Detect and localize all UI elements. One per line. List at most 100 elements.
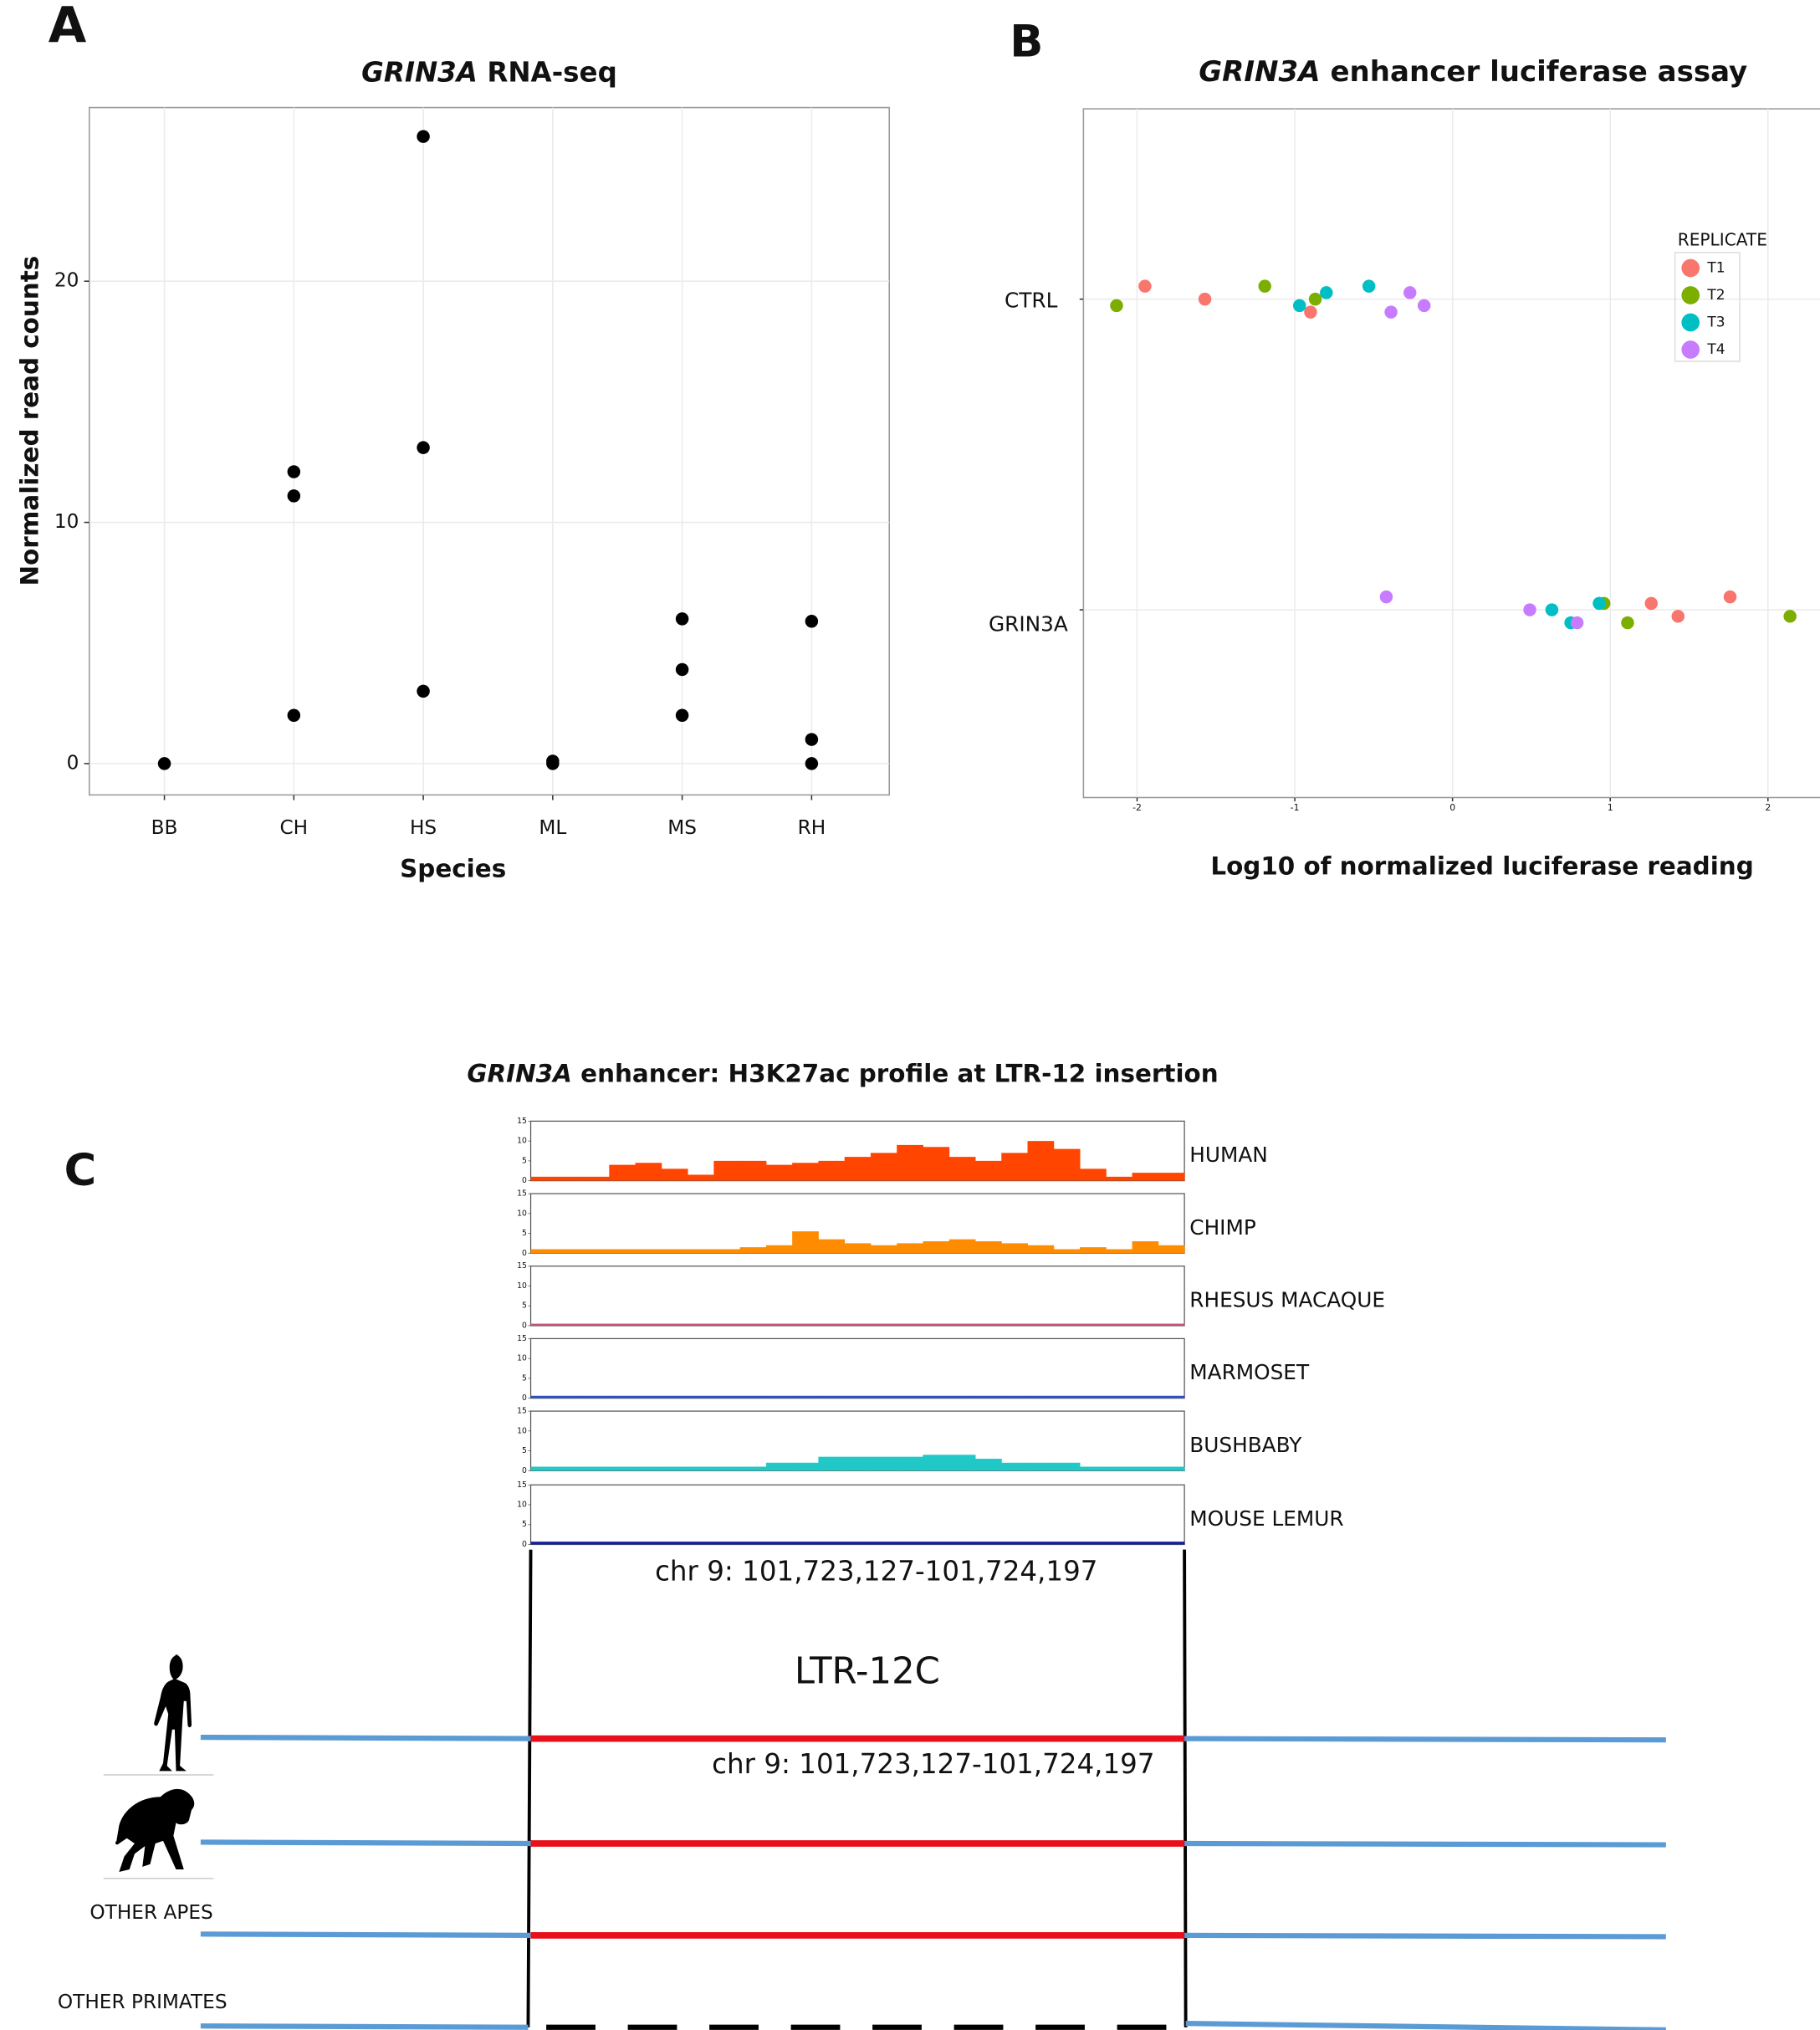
point (1570, 616, 1584, 630)
y-tick-label: 20 (54, 269, 79, 292)
track-tick-label: 15 (517, 1189, 527, 1199)
title-text: enhancer luciferase assay (1330, 54, 1747, 88)
chart-title: GRIN3A enhancer luciferase assay (1199, 54, 1747, 88)
flanking-lines (200, 1734, 1666, 2030)
signal-bin (583, 1466, 610, 1471)
legend-title: REPLICATE (1678, 230, 1767, 250)
plot-area (1082, 108, 1820, 799)
legend-swatch (1681, 258, 1700, 278)
signal-bin (1132, 1173, 1159, 1181)
track-tick-label: 0 (522, 1540, 527, 1549)
alignment-diagram (103, 1549, 1666, 2030)
signal-bin (635, 1395, 662, 1399)
signal-bin (556, 1466, 584, 1471)
point (417, 684, 430, 698)
signal-bin (1001, 1323, 1028, 1326)
point (805, 757, 819, 770)
signal-bin (688, 1466, 714, 1471)
signal-bin (1158, 1173, 1185, 1181)
signal-bin (583, 1176, 610, 1181)
flank (1184, 1840, 1666, 1848)
signal-bin (818, 1395, 846, 1399)
point (287, 465, 301, 478)
signal-bin (583, 1542, 610, 1545)
flank (1184, 1932, 1666, 1940)
coordinates: chr 9: 101,723,127-101,724,197 (712, 1748, 1154, 1780)
point (546, 757, 560, 770)
signal-bin (530, 1249, 558, 1254)
signal-bin (661, 1168, 688, 1181)
point (805, 733, 819, 746)
flank (200, 1931, 531, 1938)
y-tick-label: 0 (67, 751, 79, 774)
track-tick-label: 10 (517, 1426, 527, 1435)
point (675, 708, 689, 722)
signal-bin (948, 1542, 976, 1545)
signal-bin (1158, 1245, 1185, 1254)
track-frame (529, 1337, 1185, 1399)
x-axis-label: Log10 of normalized luciferase reading (1210, 852, 1753, 881)
coordinates: chr 9: 101,723,127-101,724,197 (655, 1556, 1097, 1588)
signal-bin (765, 1542, 793, 1545)
point (1644, 596, 1658, 611)
signal-bin (661, 1542, 688, 1545)
x-tick-label: 2 (1765, 802, 1771, 813)
signal-bin (1053, 1462, 1081, 1471)
point (1304, 305, 1317, 319)
signal-bin (1001, 1462, 1028, 1471)
signal-bin (688, 1249, 714, 1254)
signal-bin (739, 1395, 767, 1399)
signal-bin (818, 1239, 846, 1254)
point (1621, 616, 1634, 630)
track-tick-label: 10 (517, 1354, 527, 1363)
point (1198, 292, 1212, 306)
signal-bin (739, 1160, 767, 1181)
row-label: OTHER APES (89, 1901, 212, 1924)
signal-bin (1053, 1148, 1081, 1181)
signal-bin (556, 1176, 584, 1181)
signal-bin (792, 1323, 819, 1326)
chimp-silhouette (115, 1788, 195, 1873)
track-tick-label: 0 (522, 1249, 527, 1258)
panel-label: A (49, 0, 87, 54)
signal-bin (897, 1456, 923, 1471)
track-tick-label: 5 (522, 1446, 527, 1455)
signal-bin (688, 1174, 714, 1181)
signal-bin (923, 1455, 950, 1471)
signal-bin (975, 1160, 1002, 1181)
signal-bin (713, 1323, 741, 1326)
signal-bin (818, 1456, 846, 1471)
signal-bin (923, 1395, 950, 1399)
title-italic: GRIN3A (361, 56, 478, 88)
x-axis-label: Species (400, 855, 506, 883)
signal-bin (1080, 1395, 1107, 1399)
flank (200, 1839, 531, 1847)
signal-bin (975, 1241, 1002, 1254)
signal-bin (1001, 1153, 1028, 1181)
signal-bin (975, 1459, 1002, 1471)
signal-bin (1053, 1395, 1081, 1399)
legend-label: T1 (1706, 260, 1725, 277)
signal-bin (765, 1395, 793, 1399)
signal-bin (923, 1241, 950, 1254)
signal-bin (948, 1455, 976, 1471)
legend-box (1674, 252, 1741, 362)
signal-bin (1053, 1323, 1081, 1326)
signal-bin (923, 1323, 950, 1326)
point (1417, 299, 1431, 313)
signal-bin (870, 1323, 897, 1326)
flank (200, 1734, 531, 1741)
signal-bin (530, 1542, 558, 1545)
track-tick-label: 5 (522, 1520, 527, 1529)
y-tick-label: CTRL (1005, 289, 1058, 313)
flank (200, 2023, 529, 2030)
signal-bin (1027, 1462, 1055, 1471)
signal-bin (635, 1466, 662, 1471)
signal-bin (1106, 1176, 1133, 1181)
signal-bin (713, 1466, 741, 1471)
signal-bin (556, 1249, 584, 1254)
signal-bin (739, 1247, 767, 1254)
signal-bin (1106, 1249, 1133, 1254)
signal-bin (530, 1176, 558, 1181)
signal-bin (739, 1466, 767, 1471)
